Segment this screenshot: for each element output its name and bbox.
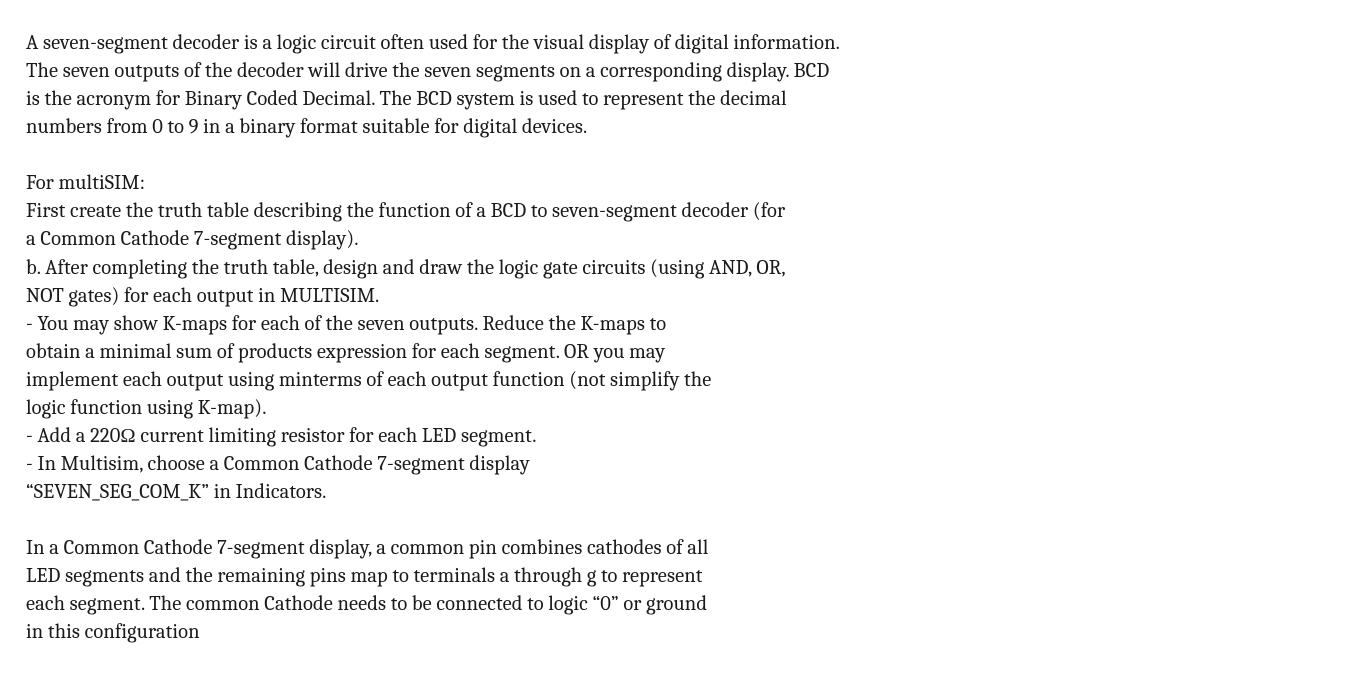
multisim-line-2: a Common Cathode 7-segment display). <box>26 228 359 251</box>
intro-paragraph: A seven-segment decoder is a logic circu… <box>26 30 1342 142</box>
multisim-line-5: - You may show K-maps for each of the se… <box>26 313 666 336</box>
multisim-line-11: “SEVEN_SEG_COM_K” in Indicators. <box>26 481 327 504</box>
multisim-paragraph: For multiSIM: First create the truth tab… <box>26 170 1342 507</box>
multisim-line-4: NOT gates) for each output in MULTISIM. <box>26 285 379 308</box>
multisim-line-9: - Add a 220Ω current limiting resistor f… <box>26 425 537 448</box>
multisim-line-8: logic function using K-map). <box>26 397 267 420</box>
intro-line-4: numbers from 0 to 9 in a binary format s… <box>26 116 587 139</box>
multisim-line-1: First create the truth table describing … <box>26 200 785 223</box>
multisim-line-3: b. After completing the truth table, des… <box>26 257 786 280</box>
cathode-line-2: LED segments and the remaining pins map … <box>26 565 703 588</box>
intro-line-2: The seven outputs of the decoder will dr… <box>26 60 829 83</box>
cathode-line-4: in this configuration <box>26 621 200 644</box>
paragraph-spacer <box>26 142 1342 170</box>
cathode-line-1: In a Common Cathode 7-segment display, a… <box>26 537 708 560</box>
cathode-paragraph: In a Common Cathode 7-segment display, a… <box>26 535 1342 647</box>
multisim-line-6: obtain a minimal sum of products express… <box>26 341 665 364</box>
intro-line-3: is the acronym for Binary Coded Decimal.… <box>26 88 787 111</box>
intro-line-1: A seven-segment decoder is a logic circu… <box>26 32 840 55</box>
cathode-line-3: each segment. The common Cathode needs t… <box>26 593 707 616</box>
multisim-line-10: - In Multisim, choose a Common Cathode 7… <box>26 453 530 476</box>
paragraph-spacer <box>26 507 1342 535</box>
multisim-title: For multiSIM: <box>26 172 145 195</box>
document-page: A seven-segment decoder is a logic circu… <box>0 0 1368 648</box>
multisim-line-7: implement each output using minterms of … <box>26 369 711 392</box>
